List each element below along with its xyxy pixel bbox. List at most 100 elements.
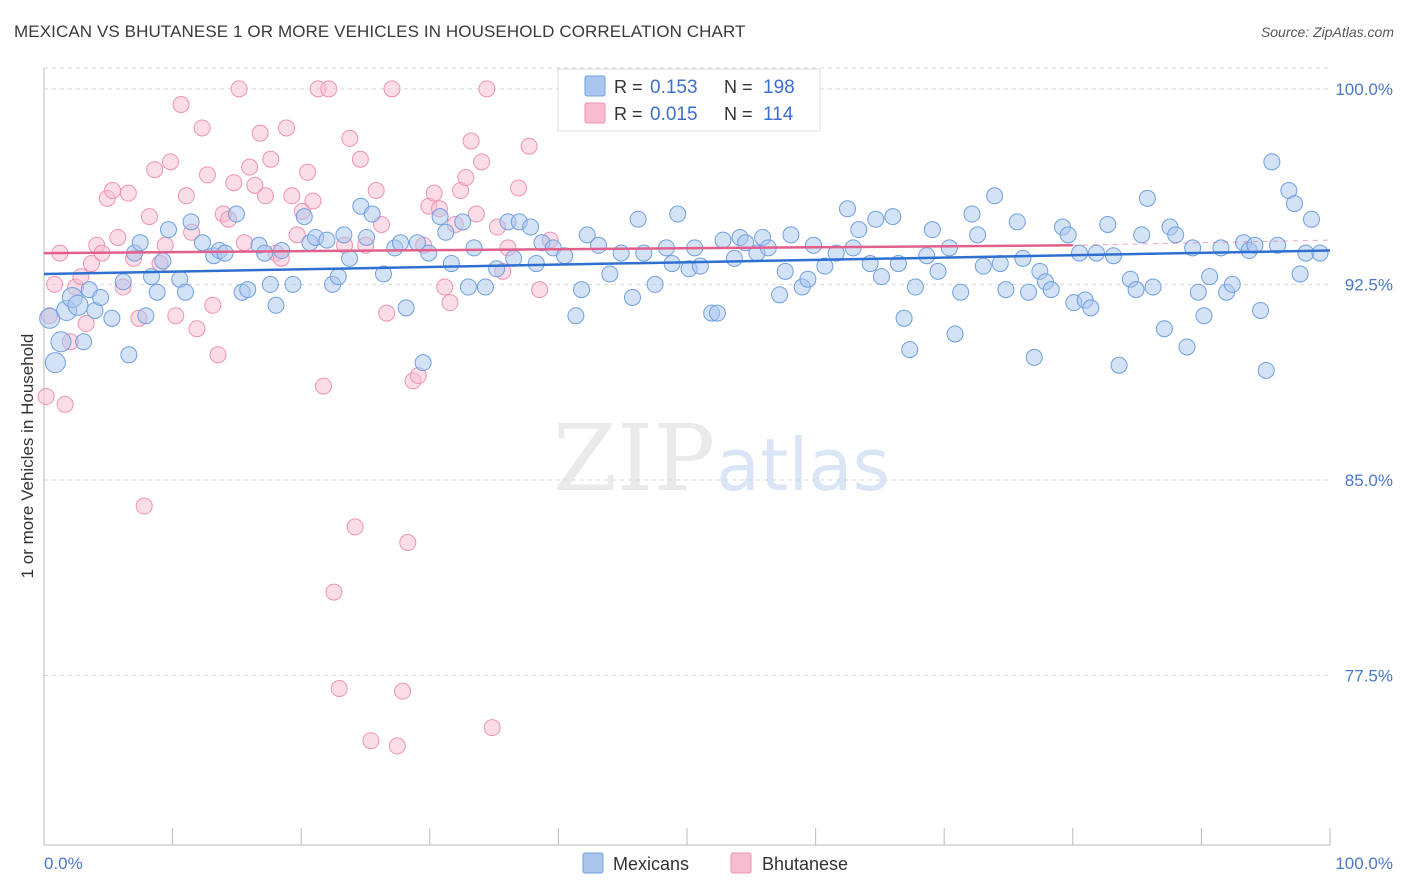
mexicans-point [92, 288, 110, 306]
mexicans-point [714, 231, 732, 249]
mexicans-point [295, 208, 313, 226]
bhutanese-point [146, 161, 164, 179]
mexicans-point [918, 247, 936, 265]
bhutanese-point [299, 163, 317, 181]
mexicans-point [799, 270, 817, 288]
bhutanese-point [483, 719, 501, 737]
mexicans-point [827, 244, 845, 262]
bhutanese-point [473, 153, 491, 171]
mexicans-point [1099, 215, 1117, 233]
mexicans-point [1311, 244, 1329, 262]
bhutanese-point [193, 119, 211, 137]
mexicans-point [940, 239, 958, 257]
bhutanese-point [251, 124, 269, 142]
x-tick-label-max: 100.0% [1335, 854, 1393, 873]
bhutanese-point [246, 176, 264, 194]
mexicans-point [114, 273, 132, 291]
mexicans-point [578, 226, 596, 244]
mexicans-point [216, 244, 234, 262]
mexicans-point [1178, 338, 1196, 356]
bhutanese-point [320, 80, 338, 98]
mexicans-point [1020, 283, 1038, 301]
mexicans-point [838, 200, 856, 218]
y-tick-labels: 77.5% 85.0% 92.5% 100.0% [1335, 80, 1393, 686]
series-legend-swatch-bhutanese[interactable] [730, 852, 752, 874]
bhutanese-point [140, 208, 158, 226]
mexicans-point [974, 257, 992, 275]
series-legend-label-mexicans[interactable]: Mexicans [613, 854, 689, 874]
bhutanese-point [225, 174, 243, 192]
mexicans-point [986, 187, 1004, 205]
series-legend: Mexicans Bhutanese [582, 852, 848, 874]
mexicans-point [1257, 361, 1275, 379]
mexicans-point [1144, 278, 1162, 296]
mexicans-point [963, 205, 981, 223]
gridlines [44, 67, 1330, 677]
watermark-atlas: atlas [716, 423, 890, 507]
bhutanese-point [241, 158, 259, 176]
mexicans-point [629, 210, 647, 228]
mexicans-point [623, 288, 641, 306]
legend-r-value-bhutanese: 0.015 [650, 104, 698, 125]
mexicans-point [1189, 283, 1207, 301]
bhutanese-point [188, 320, 206, 338]
series-legend-swatch-mexicans[interactable] [582, 852, 604, 874]
mexicans-point [148, 283, 166, 301]
mexicans-point [895, 309, 913, 327]
mexicans-point [1252, 301, 1270, 319]
bhutanese-point [394, 682, 412, 700]
trend-lines [43, 239, 1331, 276]
bhutanese-point [462, 132, 480, 150]
watermark: ZIP atlas [553, 405, 890, 512]
mexicans-point [476, 278, 494, 296]
mexicans-point [341, 249, 359, 267]
mexicans-point [1155, 320, 1173, 338]
bhutanese-point [156, 236, 174, 254]
mexicans-point [1246, 236, 1264, 254]
mexicans-point [75, 333, 93, 351]
chart-source: Source: ZipAtlas.com [1260, 24, 1394, 40]
bhutanese-point [235, 234, 253, 252]
legend-r-value-mexicans: 0.153 [650, 77, 698, 98]
mexicans-point [239, 281, 257, 299]
stats-legend: R = 0.153 N = 198 R = 0.015 N = 114 [557, 68, 821, 132]
mexicans-point [1008, 213, 1026, 231]
bhutanese-point [77, 315, 95, 333]
bhutanese-point [510, 179, 528, 197]
bhutanese-point [425, 184, 443, 202]
x-tick-label-min: 0.0% [44, 854, 83, 873]
bhutanese-point [351, 150, 369, 168]
mexicans-point [1297, 244, 1315, 262]
bhutanese-point [256, 187, 274, 205]
mexicans-point [1263, 153, 1281, 171]
bhutanese-point [478, 80, 496, 98]
bhutanese-point [37, 388, 55, 406]
mexicans-point [952, 283, 970, 301]
mexicans-point [358, 228, 376, 246]
mexicans-point [431, 208, 449, 226]
mexicans-point [363, 205, 381, 223]
mexicans-point [1110, 356, 1128, 374]
series-legend-label-bhutanese[interactable]: Bhutanese [762, 854, 848, 874]
legend-n-value-bhutanese: 114 [763, 104, 794, 125]
watermark-zip: ZIP [553, 405, 715, 512]
bhutanese-point [82, 255, 100, 273]
bhutanese-point [346, 518, 364, 536]
mexicans-point [776, 262, 794, 280]
bhutanese-point [531, 281, 549, 299]
chart-title: MEXICAN VS BHUTANESE 1 OR MORE VEHICLES … [14, 22, 746, 41]
mexicans-point [176, 283, 194, 301]
mexicans-point [1082, 299, 1100, 317]
mexicans-point [1070, 244, 1088, 262]
bhutanese-point [177, 187, 195, 205]
mexicans-point [459, 278, 477, 296]
mexicans-point [1302, 210, 1320, 228]
bhutanese-point [314, 377, 332, 395]
bhutanese-trend-extension [1072, 239, 1331, 246]
mexicans-point [782, 226, 800, 244]
legend-swatch-mexicans [584, 75, 606, 97]
legend-r-label-mexicans: R = [614, 77, 643, 97]
bhutanese-point [362, 732, 380, 750]
mexicans-point [256, 244, 274, 262]
mexicans-point [1059, 226, 1077, 244]
